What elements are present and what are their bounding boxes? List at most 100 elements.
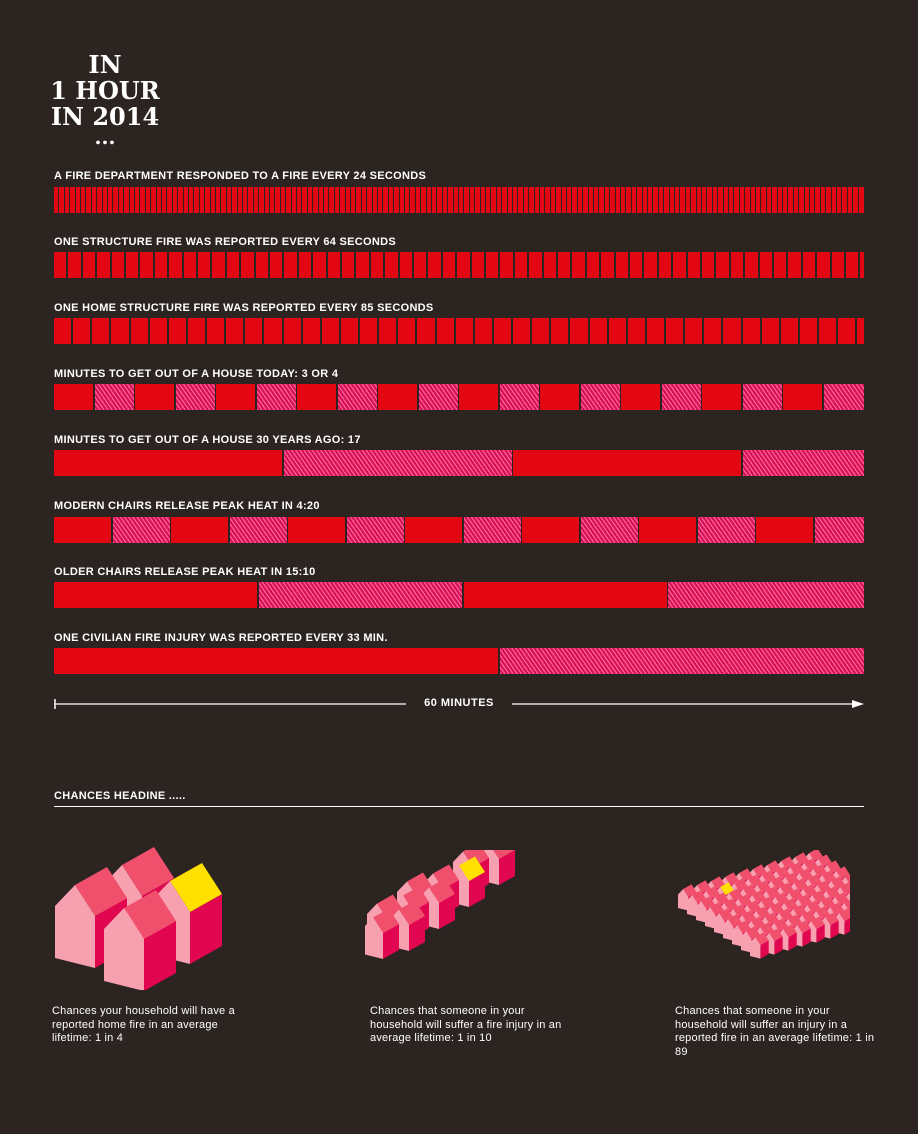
timeline-segment: [664, 187, 669, 213]
timeline-segment: [383, 187, 388, 213]
timeline-segment: [270, 187, 275, 213]
chance-caption-1: Chances your household will have a repor…: [52, 1005, 235, 1044]
timeline-segment: [742, 384, 782, 410]
timeline-segment: [621, 384, 660, 410]
timeline-segment: [86, 187, 91, 213]
timeline-segment: [804, 187, 809, 213]
timeline-segment: [500, 252, 513, 278]
timeline-segment: [199, 187, 205, 213]
timeline-segment: [226, 252, 240, 278]
timeline-bar-5: [54, 450, 864, 476]
timeline-segment: [226, 318, 244, 344]
row-label-8: ONE CIVILIAN FIRE INJURY WAS REPORTED EV…: [54, 632, 388, 644]
timeline-segment: [707, 187, 712, 213]
timeline-segment: [718, 187, 723, 213]
timeline-segment: [94, 384, 134, 410]
timeline-segment: [307, 187, 313, 213]
timeline-segment: [756, 517, 813, 543]
timeline-segment: [831, 187, 836, 213]
timeline-segment: [321, 318, 339, 344]
timeline-segment: [113, 187, 118, 213]
timeline-segment: [97, 252, 110, 278]
timeline-segment: [799, 187, 804, 213]
timeline-segment: [661, 384, 701, 410]
timeline-segment: [499, 648, 864, 674]
timeline-segment: [226, 187, 232, 213]
timeline-segment: [286, 187, 291, 213]
timeline-segment: [302, 318, 320, 344]
timeline-segment: [496, 187, 502, 213]
timeline-segment: [742, 318, 760, 344]
timeline-segment: [860, 252, 864, 278]
timeline-segment: [626, 187, 631, 213]
timeline-segment: [178, 187, 183, 213]
timeline-segment: [112, 517, 170, 543]
timeline-segment: [360, 318, 378, 344]
timeline-segment: [68, 252, 81, 278]
timeline-segment: [513, 187, 518, 213]
timeline-segment: [340, 187, 345, 213]
timeline-segment: [522, 517, 579, 543]
timeline-segment: [172, 187, 178, 213]
timeline-segment: [169, 252, 182, 278]
timeline-segment: [653, 187, 658, 213]
timeline-segment: [264, 318, 282, 344]
timeline-segment: [480, 187, 485, 213]
timeline-bar-1: [54, 187, 864, 213]
timeline-segment: [639, 517, 696, 543]
timeline-segment: [256, 384, 296, 410]
timeline-segment: [97, 187, 102, 213]
timeline-segment: [759, 252, 772, 278]
timeline-segment: [345, 187, 350, 213]
timeline-segment: [356, 187, 361, 213]
timeline-segment: [853, 187, 858, 213]
title-line-3: IN 2014: [50, 102, 160, 131]
timeline-segment: [54, 648, 498, 674]
timeline-segment: [346, 517, 404, 543]
timeline-segment: [534, 187, 539, 213]
timeline-segment: [702, 384, 741, 410]
timeline-segment: [783, 187, 788, 213]
timeline-segment: [54, 384, 93, 410]
timeline-segment: [102, 187, 107, 213]
timeline-segment: [258, 582, 462, 608]
title-dots: ...: [94, 125, 116, 149]
timeline-segment: [140, 252, 153, 278]
timeline-bar-2: [54, 252, 864, 278]
timeline-segment: [644, 252, 657, 278]
timeline-segment: [361, 187, 367, 213]
timeline-segment: [410, 187, 415, 213]
timeline-segment: [831, 252, 844, 278]
timeline-segment: [372, 187, 377, 213]
timeline-segment: [237, 187, 242, 213]
timeline-segment: [167, 187, 172, 213]
timeline-segment: [378, 187, 383, 213]
timeline-segment: [857, 318, 864, 344]
timeline-segment: [486, 252, 499, 278]
timeline-segment: [491, 187, 496, 213]
timeline-segment: [545, 187, 550, 213]
timeline-segment: [124, 187, 129, 213]
timeline-segment: [216, 187, 221, 213]
timeline-segment: [846, 252, 859, 278]
timeline-segment: [696, 187, 701, 213]
timeline-segment: [577, 187, 583, 213]
timeline-bar-4: [54, 384, 864, 410]
timeline-segment: [92, 318, 110, 344]
timeline-segment: [486, 187, 491, 213]
timeline-segment: [151, 187, 156, 213]
timeline-segment: [637, 187, 642, 213]
timeline-segment: [64, 187, 70, 213]
timeline-segment: [685, 187, 691, 213]
timeline-segment: [680, 187, 685, 213]
timeline-segment: [428, 252, 441, 278]
timeline-segment: [135, 187, 140, 213]
timeline-segment: [630, 252, 643, 278]
timeline-segment: [621, 187, 626, 213]
timeline-segment: [774, 252, 787, 278]
timeline-segment: [210, 187, 215, 213]
timeline-segment: [59, 187, 64, 213]
chance-caption-2: Chances that someone in your household w…: [370, 1005, 562, 1044]
timeline-segment: [610, 187, 615, 213]
timeline-segment: [723, 187, 728, 213]
